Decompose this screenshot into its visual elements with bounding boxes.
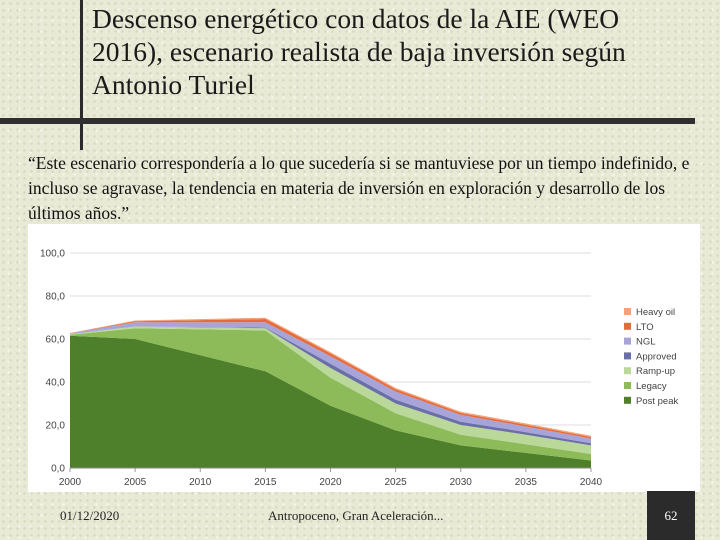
y-tick-label: 40,0 <box>46 378 66 389</box>
x-tick-label: 2000 <box>59 477 82 488</box>
legend-swatch <box>624 367 631 375</box>
slide-title: Descenso energético con datos de la AIE … <box>92 3 626 100</box>
legend-swatch <box>624 322 631 330</box>
legend-swatch <box>624 337 631 345</box>
legend-label: Heavy oil <box>636 307 675 318</box>
legend-label: LTO <box>636 322 654 333</box>
page-number-text: 62 <box>664 507 678 523</box>
legend-swatch <box>624 352 631 360</box>
legend-swatch <box>624 308 631 315</box>
y-tick-label: 60,0 <box>46 335 66 346</box>
title-divider <box>0 118 695 124</box>
title-accent-bar <box>80 0 83 150</box>
y-tick-label: 80,0 <box>46 292 66 303</box>
x-tick-label: 2025 <box>385 477 408 488</box>
x-tick-label: 2005 <box>124 477 147 488</box>
area-series-ramp-up <box>70 326 591 454</box>
legend-label: Legacy <box>636 381 667 392</box>
area-series-ngl <box>70 322 591 444</box>
x-tick-label: 2020 <box>319 477 342 488</box>
legend-label: Post peak <box>636 396 678 407</box>
legend-label: Approved <box>636 351 677 362</box>
legend-label: Ramp-up <box>636 366 675 377</box>
footer-center-text: Antropoceno, Gran Aceleración... <box>268 508 444 523</box>
x-tick-label: 2035 <box>515 477 538 488</box>
area-series-post-peak <box>70 335 591 468</box>
legend-swatch <box>624 396 631 404</box>
y-tick-label: 100,0 <box>40 249 65 260</box>
area-chart: 0,0 20,0 40,0 60,0 80,0 100,0 2000 2005 2010 2015… <box>40 249 679 489</box>
area-series-legacy <box>70 328 591 461</box>
chart-container: 0,0 20,0 40,0 60,0 80,0 100,0 2000 2005 2010 2015… <box>28 224 700 492</box>
page-number: 62 <box>647 491 695 540</box>
y-tick-label: 0,0 <box>51 464 65 475</box>
x-tick-label: 2040 <box>580 477 603 488</box>
x-tick-label: 2015 <box>254 477 277 488</box>
x-tick-label: 2010 <box>189 477 212 488</box>
y-tick-label: 20,0 <box>46 421 66 432</box>
legend-swatch <box>624 382 631 389</box>
footer-date: 01/12/2020 <box>60 508 120 523</box>
legend-label: NGL <box>636 337 656 348</box>
slide-quote: “Este escenario correspondería a lo que … <box>28 153 690 223</box>
x-tick-label: 2030 <box>450 477 473 488</box>
